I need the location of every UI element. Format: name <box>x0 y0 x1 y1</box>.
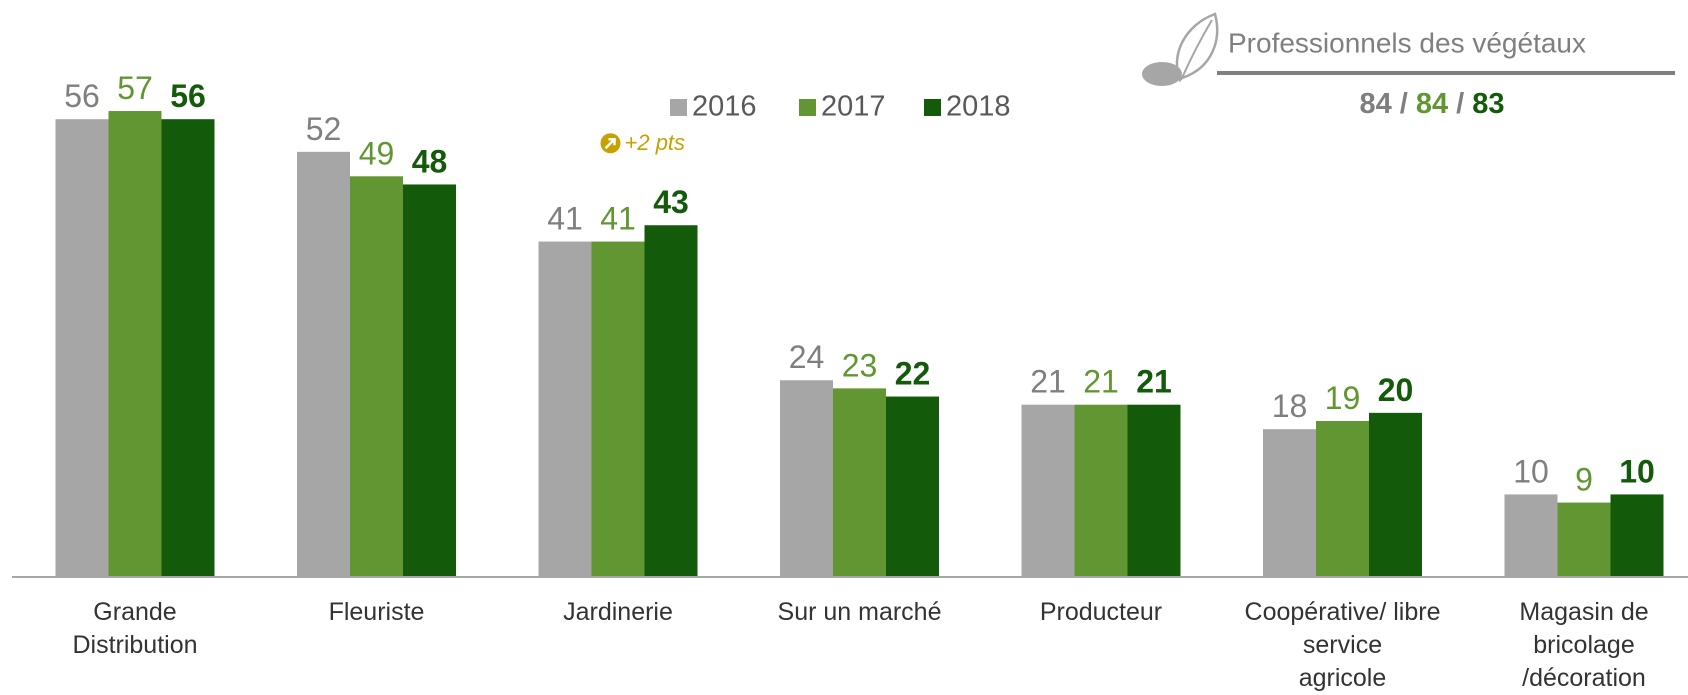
x-tick-label: Coopérative/ libre service agricole <box>1244 598 1441 692</box>
bar <box>108 111 162 577</box>
bar <box>1610 494 1664 576</box>
x-tick-label: Sur un marché <box>777 598 942 626</box>
data-label: 56 <box>64 78 100 114</box>
summary-value: 84 <box>1360 88 1392 120</box>
leaf-icon <box>1142 12 1219 86</box>
bar <box>1369 412 1422 576</box>
data-label: 41 <box>600 201 636 237</box>
summary-values: 84/84/83 <box>1360 88 1505 120</box>
bar <box>644 225 698 576</box>
x-tick-label: Grande Distribution <box>72 598 198 659</box>
data-label: 23 <box>842 347 878 383</box>
data-label: 19 <box>1325 380 1361 416</box>
data-label: 22 <box>895 356 931 392</box>
bar <box>161 119 215 576</box>
summary-title: Professionnels des végétaux <box>1228 27 1586 58</box>
x-tick-label: Magasin de bricolage /décoration <box>1519 598 1649 692</box>
bar <box>297 151 350 577</box>
data-label: 48 <box>412 143 448 179</box>
data-label: 9 <box>1575 462 1593 498</box>
legend-swatch <box>799 99 816 116</box>
bar <box>1504 494 1558 576</box>
summary-separator: / <box>1400 88 1408 120</box>
bar <box>538 241 592 577</box>
summary-separator: / <box>1456 88 1464 120</box>
legend-swatch <box>670 99 687 116</box>
data-label: 18 <box>1272 388 1308 424</box>
legend-label: 2016 <box>692 91 757 123</box>
bar <box>1127 404 1181 576</box>
data-label: 57 <box>117 70 153 106</box>
data-label: 41 <box>547 201 583 237</box>
x-tick-label: Jardinerie <box>563 598 673 626</box>
data-label: 52 <box>306 111 342 147</box>
bar <box>591 241 645 577</box>
data-label: 21 <box>1136 364 1172 400</box>
data-label: 49 <box>359 135 395 171</box>
x-tick-label: Fleuriste <box>328 598 425 626</box>
legend-label: 2018 <box>946 91 1011 123</box>
data-label: 20 <box>1378 372 1414 408</box>
summary-value: 83 <box>1472 88 1504 120</box>
bar <box>1557 502 1611 576</box>
bar <box>403 184 456 576</box>
annotation-arrow <box>604 137 616 150</box>
bar <box>1021 404 1075 576</box>
data-label: 56 <box>170 78 206 114</box>
bar <box>886 396 939 576</box>
data-label: 21 <box>1030 364 1066 400</box>
legend-swatch <box>924 99 941 116</box>
legend-label: 2017 <box>821 91 886 123</box>
bar <box>833 388 886 576</box>
data-label: 24 <box>789 339 825 375</box>
annotation: +2 pts <box>625 130 686 155</box>
bar <box>780 380 833 576</box>
summary-value: 84 <box>1416 88 1448 120</box>
data-label: 10 <box>1619 453 1655 489</box>
bar <box>1074 404 1128 576</box>
bar <box>1316 421 1369 576</box>
data-label: 21 <box>1083 364 1119 400</box>
data-label: 10 <box>1513 453 1549 489</box>
bar <box>350 176 403 577</box>
bar <box>55 119 109 576</box>
x-tick-label: Producteur <box>1039 598 1163 626</box>
bar <box>1263 429 1316 576</box>
data-label: 43 <box>653 184 689 220</box>
